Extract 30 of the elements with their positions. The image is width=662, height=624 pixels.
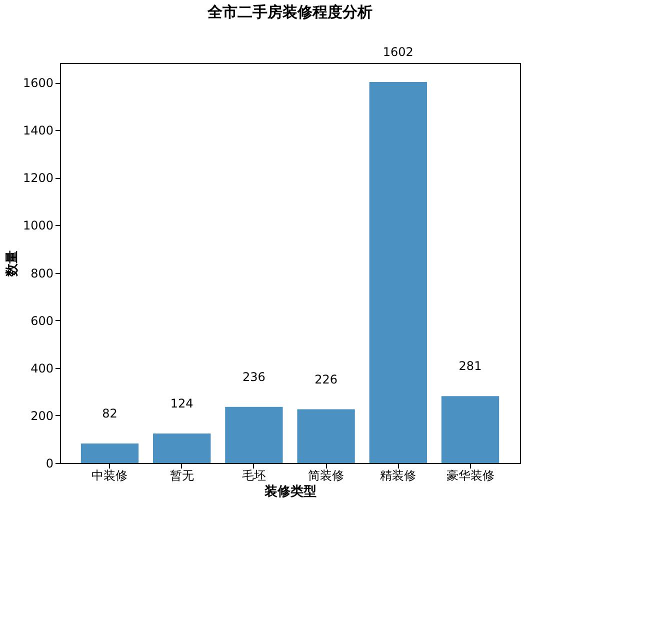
bar [80, 444, 139, 463]
y-tick-label: 1600 [22, 76, 54, 90]
x-tick-label: 中装修 [92, 468, 128, 482]
data-label: 82 [102, 406, 118, 420]
y-tick-label: 1400 [22, 124, 54, 138]
data-label: 281 [458, 359, 482, 374]
y-tick-label: 400 [30, 361, 54, 376]
x-tick-label: 暂无 [170, 468, 194, 482]
bar [297, 409, 355, 463]
y-tick-label: 200 [30, 408, 54, 423]
data-label: 124 [170, 396, 194, 411]
x-tick-label: 简装修 [308, 468, 344, 482]
y-tick-label: 800 [30, 266, 54, 280]
y-tick-label: 1000 [22, 218, 54, 233]
bar [225, 406, 283, 463]
bar [369, 82, 427, 463]
chart-title: 全市二手房装修程度分析 [206, 3, 372, 22]
data-label: 226 [314, 372, 338, 386]
y-tick-label: 0 [46, 456, 54, 470]
data-label: 236 [242, 370, 266, 384]
y-tick-label: 1200 [22, 171, 54, 186]
y-axis-title: 数量 [4, 250, 20, 278]
x-tick-label: 精装修 [380, 468, 416, 482]
y-tick-label: 600 [30, 314, 54, 328]
x-tick-label: 豪华装修 [446, 468, 494, 482]
x-axis-title: 装修类型 [264, 484, 316, 500]
bar [153, 434, 211, 463]
x-tick-label: 毛坯 [242, 468, 266, 482]
bar [441, 396, 500, 463]
data-label: 1602 [382, 45, 414, 60]
